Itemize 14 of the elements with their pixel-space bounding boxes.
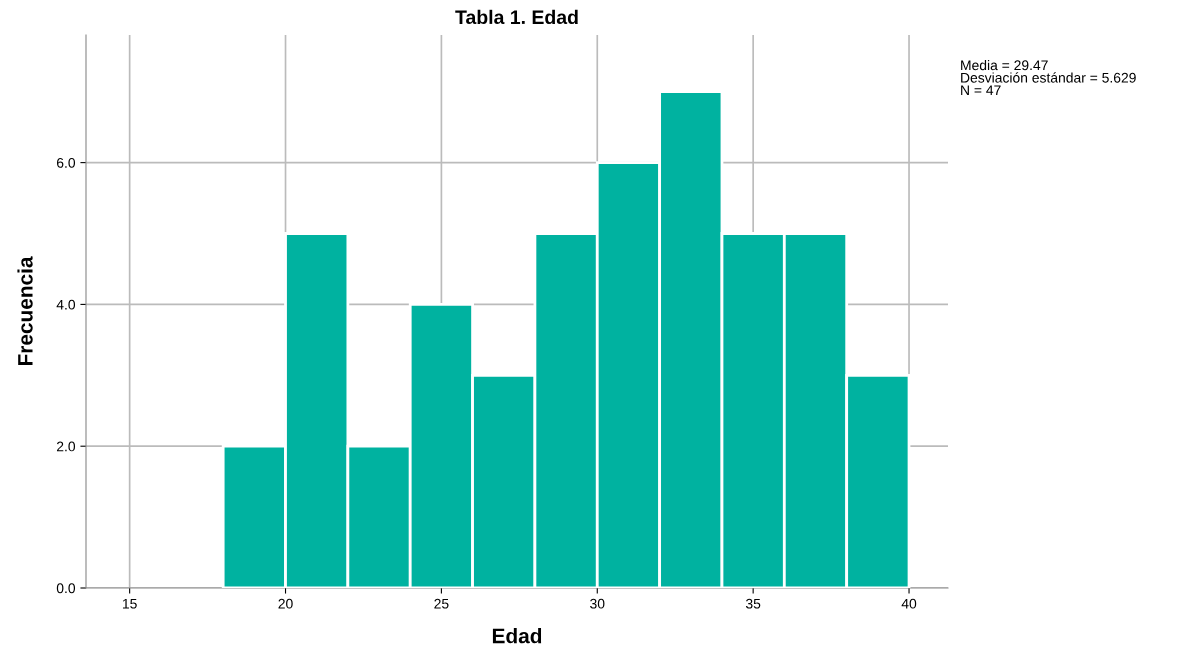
x-tick-label: 20 xyxy=(278,598,293,609)
y-tick-label: 6.0 xyxy=(56,157,76,168)
y-tick-label: 2.0 xyxy=(56,441,76,452)
x-tick-label: 30 xyxy=(590,598,605,609)
y-axis-title: Frecuencia xyxy=(17,256,33,366)
y-tick-label: 0.0 xyxy=(56,583,76,594)
x-tick-label: 35 xyxy=(745,598,761,609)
x-tick-label: 25 xyxy=(434,598,449,609)
x-tick-label: 40 xyxy=(901,598,917,609)
x-axis-title: Edad xyxy=(492,628,542,644)
y-tick-label: 4.0 xyxy=(56,299,76,310)
x-tick-label: 15 xyxy=(122,598,137,609)
chart-title: Tabla 1. Edad xyxy=(455,9,578,25)
text: Media = 29.47 Desviación estándar = 5.629 N = 47 xyxy=(961,60,1136,95)
